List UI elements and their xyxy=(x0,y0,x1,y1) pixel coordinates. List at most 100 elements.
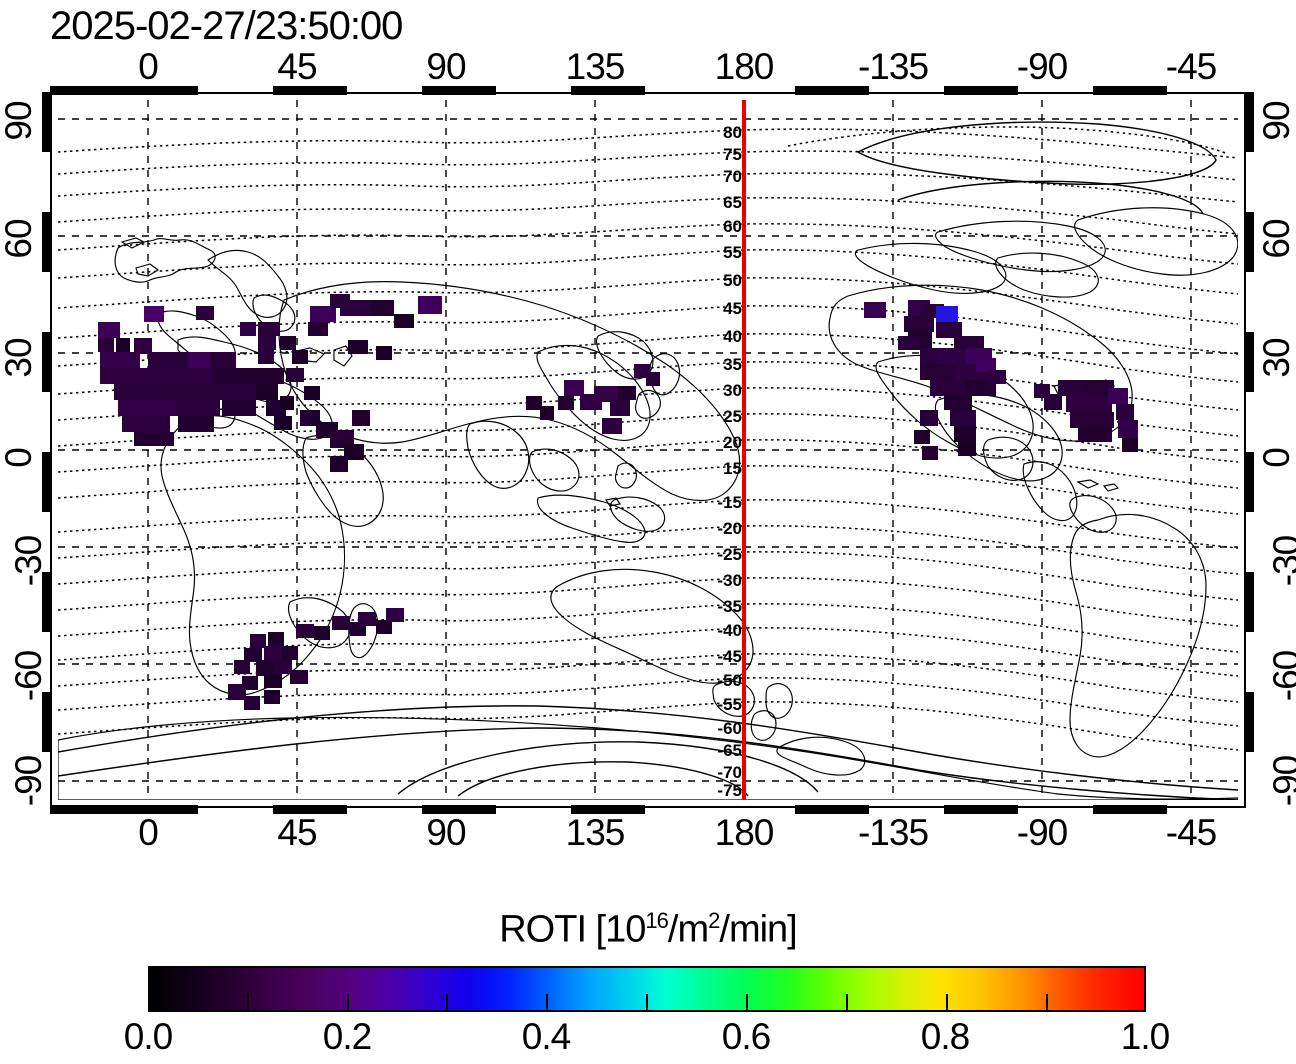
svg-text:-35: -35 xyxy=(717,597,742,616)
lon-tick-bottom-180: 180 xyxy=(714,812,775,853)
axis-ruler-seg xyxy=(273,805,347,814)
roti-data-cells xyxy=(98,294,1138,710)
lon-tick-top-225: -135 xyxy=(857,46,929,87)
lon-tick-top-0: 0 xyxy=(138,46,159,87)
axis-ruler-seg xyxy=(571,86,645,95)
colorbar-minor-tick xyxy=(946,994,948,1010)
axis-ruler-seg xyxy=(42,572,51,632)
colorbar-title-exp2: 2 xyxy=(708,908,720,933)
svg-text:80: 80 xyxy=(723,123,742,142)
lon-tick-bottom-45: 45 xyxy=(277,812,317,853)
svg-text:65: 65 xyxy=(723,193,742,212)
axis-ruler-seg xyxy=(1245,332,1254,392)
svg-text:35: 35 xyxy=(723,355,742,374)
lat-tick-right-60: 60 xyxy=(1256,219,1296,259)
svg-text:45: 45 xyxy=(723,299,742,318)
lon-tick-top-135: 135 xyxy=(565,46,626,87)
axis-ruler-seg xyxy=(795,805,869,814)
lat-tick-left-0: 0 xyxy=(0,448,39,468)
axis-ruler-seg xyxy=(1245,452,1254,512)
graticule-grid xyxy=(58,100,1238,800)
colorbar-minor-tick xyxy=(1046,994,1048,1010)
axis-ruler-seg xyxy=(571,805,645,814)
lon-tick-top-270: -90 xyxy=(1016,46,1068,87)
axis-ruler-seg xyxy=(50,86,124,95)
lon-tick-top-180: 180 xyxy=(714,46,775,87)
svg-text:20: 20 xyxy=(723,433,742,452)
axis-ruler-seg xyxy=(944,805,1018,814)
axis-ruler-seg xyxy=(422,805,496,814)
axis-ruler-seg xyxy=(50,805,124,814)
svg-text:-25: -25 xyxy=(717,545,742,564)
colorbar-title-mid: /m xyxy=(667,908,709,951)
axis-ruler-seg xyxy=(42,92,51,152)
lon-tick-bottom-90: 90 xyxy=(426,812,466,853)
axis-ruler-seg xyxy=(1245,572,1254,632)
svg-text:15: 15 xyxy=(723,459,742,478)
colorbar-title-end: /min] xyxy=(719,908,797,951)
lon-tick-bottom-315: -45 xyxy=(1165,812,1217,853)
svg-text:40: 40 xyxy=(723,327,742,346)
svg-text:-45: -45 xyxy=(717,647,742,666)
axis-ruler-seg xyxy=(42,692,51,752)
colorbar-minor-tick xyxy=(546,994,548,1010)
colorbar-minor-tick xyxy=(746,994,748,1010)
svg-text:-20: -20 xyxy=(717,519,742,538)
lat-tick-left-90: 90 xyxy=(0,101,39,141)
contour-labels-south: -15 -20 -25 -30 -35 -40 -45 -50 -55 -60 … xyxy=(717,493,742,800)
lat-tick-left-60: 60 xyxy=(0,219,39,259)
axis-ruler-seg xyxy=(124,86,198,95)
colorbar-tick-3: 0.6 xyxy=(721,1016,771,1057)
svg-text:-60: -60 xyxy=(717,719,742,738)
lon-tick-bottom-225: -135 xyxy=(857,812,929,853)
colorbar-minor-tick xyxy=(446,994,448,1010)
colorbar-minor-tick xyxy=(247,994,249,1010)
page-title: 2025-02-27/23:50:00 xyxy=(50,4,403,48)
svg-text:25: 25 xyxy=(723,407,742,426)
colorbar-title: ROTI [1016/m2/min] xyxy=(0,908,1296,952)
svg-text:55: 55 xyxy=(723,243,742,262)
colorbar-tick-1: 0.2 xyxy=(322,1016,372,1057)
axis-ruler-seg xyxy=(273,86,347,95)
svg-text:-40: -40 xyxy=(717,621,742,640)
lon-tick-top-45: 45 xyxy=(277,46,317,87)
lon-tick-top-90: 90 xyxy=(426,46,466,87)
coastlines xyxy=(58,207,1238,800)
lon-tick-bottom-0: 0 xyxy=(138,812,159,853)
axis-ruler-seg xyxy=(42,332,51,392)
colorbar-minor-tick xyxy=(846,994,848,1010)
axis-ruler-seg xyxy=(422,86,496,95)
svg-text:-75: -75 xyxy=(717,781,742,800)
svg-text:-30: -30 xyxy=(717,571,742,590)
lon-tick-bottom-135: 135 xyxy=(565,812,626,853)
colorbar-tick-0: 0.0 xyxy=(123,1016,173,1057)
svg-text:-15: -15 xyxy=(717,493,742,512)
svg-text:50: 50 xyxy=(723,271,742,290)
world-map-svg: 80 75 70 65 60 55 50 45 40 35 30 25 20 1… xyxy=(58,100,1238,800)
colorbar-title-exp1: 16 xyxy=(645,908,668,933)
geomagnetic-contours xyxy=(58,121,1238,800)
lat-tick-right-0: 0 xyxy=(1256,448,1296,468)
colorbar-tick-4: 0.8 xyxy=(920,1016,970,1057)
lat-tick-right-m90: -90 xyxy=(1266,755,1296,807)
svg-text:-70: -70 xyxy=(717,763,742,782)
axis-ruler-seg xyxy=(944,86,1018,95)
svg-text:-65: -65 xyxy=(717,741,742,760)
lon-tick-top-315: -45 xyxy=(1165,46,1217,87)
map-canvas[interactable]: 80 75 70 65 60 55 50 45 40 35 30 25 20 1… xyxy=(58,100,1238,800)
colorbar-tick-2: 0.4 xyxy=(521,1016,571,1057)
axis-ruler-seg xyxy=(1093,805,1167,814)
axis-ruler-seg xyxy=(1093,86,1167,95)
svg-text:70: 70 xyxy=(723,167,742,186)
axis-ruler-seg xyxy=(42,452,51,512)
lat-tick-right-m60: -60 xyxy=(1266,650,1296,702)
contour-labels-north: 80 75 70 65 60 55 50 45 40 35 30 25 20 1… xyxy=(723,123,742,478)
colorbar-minor-tick xyxy=(347,994,349,1010)
lat-tick-right-m30: -30 xyxy=(1266,535,1296,587)
axis-ruler-seg xyxy=(42,212,51,272)
colorbar-tick-5: 1.0 xyxy=(1120,1016,1170,1057)
axis-ruler-seg xyxy=(1245,692,1254,752)
svg-text:-50: -50 xyxy=(717,671,742,690)
lat-tick-left-30: 30 xyxy=(0,338,39,378)
axis-ruler-seg xyxy=(1245,92,1254,152)
